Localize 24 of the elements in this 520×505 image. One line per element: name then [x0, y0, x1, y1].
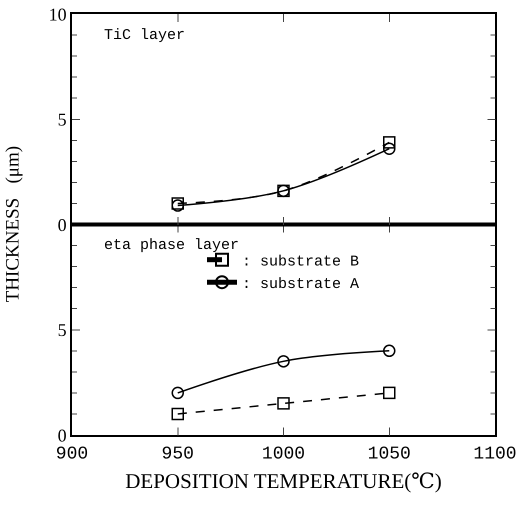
y-tick-label: 10	[48, 4, 67, 24]
x-tick-label: 1000	[262, 444, 306, 464]
y-tick-label: 0	[58, 425, 67, 446]
y-axis-title: THICKNESS (μm)	[2, 146, 24, 302]
point	[172, 408, 184, 420]
legend-label: : substrate A	[242, 276, 360, 294]
x-tick-label: 900	[56, 444, 88, 464]
x-tick-label: 1050	[368, 444, 411, 464]
y-tick-label: 5	[58, 320, 67, 340]
annotation: TiC layer	[104, 27, 186, 44]
point	[277, 355, 290, 368]
point	[172, 386, 184, 400]
point	[277, 397, 290, 410]
y-tick-label: 5	[58, 110, 67, 130]
y-tick-label: 0	[58, 214, 67, 235]
x-tick-label: 1100	[473, 444, 517, 464]
x-axis-title: DEPOSITION TEMPERATURE(℃)	[125, 469, 442, 494]
point	[383, 386, 396, 400]
point	[383, 136, 396, 149]
point	[383, 142, 396, 155]
legend-label: : substrate B	[242, 254, 360, 271]
annotation: eta phase layer	[104, 237, 240, 254]
x-tick-label: 950	[162, 444, 194, 464]
point	[383, 344, 396, 358]
